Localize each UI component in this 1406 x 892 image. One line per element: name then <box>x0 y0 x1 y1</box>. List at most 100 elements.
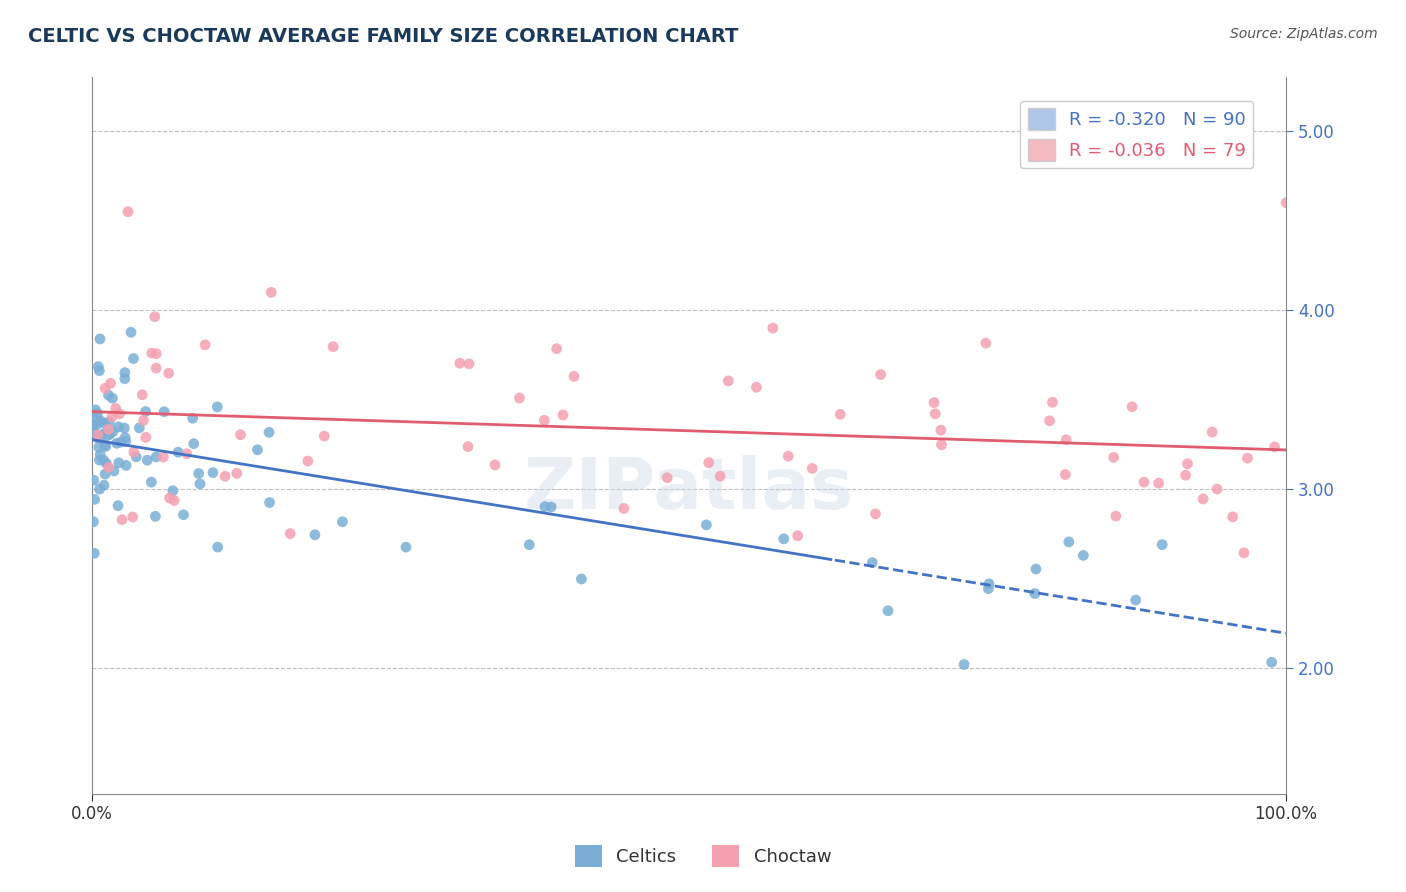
Point <box>1042 395 1064 409</box>
Point <box>87 431 110 445</box>
Point <box>922 395 945 409</box>
Point <box>157 366 180 380</box>
Point <box>87 428 110 442</box>
Point <box>89 453 111 467</box>
Point <box>924 407 946 421</box>
Point <box>717 374 740 388</box>
Point <box>1236 451 1258 466</box>
Point <box>104 401 127 416</box>
Point <box>449 356 471 370</box>
Point <box>105 436 128 450</box>
Point <box>103 464 125 478</box>
Point <box>1105 509 1128 524</box>
Point <box>214 469 236 483</box>
Point <box>114 366 136 380</box>
Legend: Celtics, Choctaw: Celtics, Choctaw <box>567 838 839 874</box>
Point <box>101 409 124 424</box>
Point <box>194 338 217 352</box>
Point <box>1054 433 1077 447</box>
Point <box>117 204 139 219</box>
Point <box>517 538 540 552</box>
Point <box>953 657 976 672</box>
Point <box>120 326 142 340</box>
Point <box>145 450 167 464</box>
Point <box>540 500 562 514</box>
Point <box>931 438 953 452</box>
Point <box>562 369 585 384</box>
Point <box>657 471 679 485</box>
Point <box>162 483 184 498</box>
Point <box>153 405 176 419</box>
Point <box>97 388 120 402</box>
Point <box>259 495 281 509</box>
Point <box>697 456 720 470</box>
Point <box>159 491 181 505</box>
Point <box>332 515 354 529</box>
Point <box>83 473 105 487</box>
Point <box>122 445 145 459</box>
Point <box>229 427 252 442</box>
Point <box>1152 538 1174 552</box>
Point <box>94 438 117 452</box>
Point <box>90 414 112 428</box>
Point <box>93 416 115 430</box>
Point <box>1039 414 1062 428</box>
Point <box>257 425 280 440</box>
Text: Source: ZipAtlas.com: Source: ZipAtlas.com <box>1230 27 1378 41</box>
Point <box>108 456 131 470</box>
Point <box>82 425 104 439</box>
Point <box>91 427 114 442</box>
Point <box>786 529 808 543</box>
Point <box>143 310 166 324</box>
Point <box>772 532 794 546</box>
Point <box>114 434 136 449</box>
Point <box>111 513 134 527</box>
Point <box>107 419 129 434</box>
Point <box>97 460 120 475</box>
Point <box>1264 440 1286 454</box>
Point <box>1057 535 1080 549</box>
Point <box>314 429 336 443</box>
Point <box>322 340 344 354</box>
Point <box>83 546 105 560</box>
Point <box>94 381 117 395</box>
Point <box>1206 482 1229 496</box>
Point <box>974 336 997 351</box>
Point <box>1147 476 1170 491</box>
Point <box>1275 195 1298 210</box>
Point <box>860 556 883 570</box>
Point <box>141 346 163 360</box>
Point <box>114 431 136 445</box>
Point <box>183 436 205 450</box>
Point <box>187 467 209 481</box>
Point <box>101 425 124 439</box>
Point <box>869 368 891 382</box>
Point <box>977 582 1000 596</box>
Point <box>877 604 900 618</box>
Point <box>128 421 150 435</box>
Point <box>84 411 107 425</box>
Point <box>457 440 479 454</box>
Point <box>86 417 108 432</box>
Point <box>613 501 636 516</box>
Point <box>1125 593 1147 607</box>
Point <box>86 407 108 421</box>
Point <box>977 577 1000 591</box>
Point <box>89 332 111 346</box>
Point <box>551 408 574 422</box>
Point <box>297 454 319 468</box>
Point <box>136 453 159 467</box>
Point <box>745 380 768 394</box>
Point <box>96 457 118 471</box>
Point <box>1222 509 1244 524</box>
Point <box>89 482 111 496</box>
Point <box>110 435 132 450</box>
Point <box>1025 562 1047 576</box>
Point <box>458 357 481 371</box>
Point <box>97 422 120 436</box>
Point <box>830 407 852 421</box>
Point <box>534 500 557 514</box>
Point <box>125 450 148 464</box>
Point <box>107 499 129 513</box>
Point <box>173 508 195 522</box>
